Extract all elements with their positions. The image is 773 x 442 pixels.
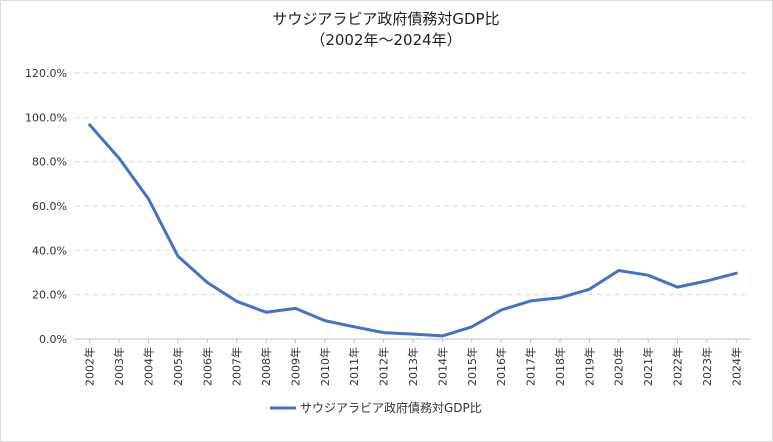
x-tick-label: 2007年 [230,347,244,386]
y-tick-label: 120.0% [25,67,67,80]
series-group [88,123,738,338]
y-tick-label: 60.0% [32,200,67,213]
chart-title: サウジアラビア政府債務対GDP比 [272,10,499,28]
y-tick-label: 100.0% [25,111,67,124]
x-tick-label: 2023年 [700,347,714,386]
x-tick-label: 2020年 [612,347,626,386]
chart-subtitle: （2002年～2024年） [310,31,461,49]
x-tick-label: 2022年 [671,347,685,386]
gridlines [75,72,751,296]
y-tick-label: 20.0% [32,289,67,302]
series-line [88,123,738,338]
legend: サウジアラビア政府債務対GDP比 [270,400,482,415]
legend-label: サウジアラビア政府債務対GDP比 [300,400,482,415]
x-tick-label: 2005年 [171,347,185,386]
y-tick-label: 0.0% [39,333,67,346]
x-tick-label: 2012年 [377,347,391,386]
x-tick-label: 2016年 [494,347,508,386]
x-tick-label: 2024年 [729,347,743,386]
x-axis: 2002年 2003年 2004年 2005年 2006年 2007年 2008年 2009年… [75,338,751,386]
x-tick-label: 2004年 [141,347,155,386]
y-tick-label: 40.0% [32,244,67,257]
y-axis: 0.0% 20.0% 40.0% 60.0% 80.0% 100.0% 120.0% [25,67,67,346]
x-tick-label: 2006年 [200,347,214,386]
y-tick-label: 80.0% [32,156,67,169]
x-tick-label: 2013年 [406,347,420,386]
x-tick-label: 2009年 [288,347,302,386]
x-tick-label: 2014年 [435,347,449,386]
x-tick-label: 2021年 [641,347,655,386]
x-tick-label: 2010年 [318,347,332,386]
x-tick-label: 2002年 [83,347,97,386]
x-tick-label: 2015年 [465,347,479,386]
x-tick-label: 2008年 [259,347,273,386]
x-tick-label: 2003年 [112,347,126,386]
x-tick-label: 2018年 [553,347,567,386]
x-tick-label: 2017年 [524,347,538,386]
x-tick-label: 2019年 [582,347,596,386]
x-tick-label: 2011年 [347,347,361,386]
